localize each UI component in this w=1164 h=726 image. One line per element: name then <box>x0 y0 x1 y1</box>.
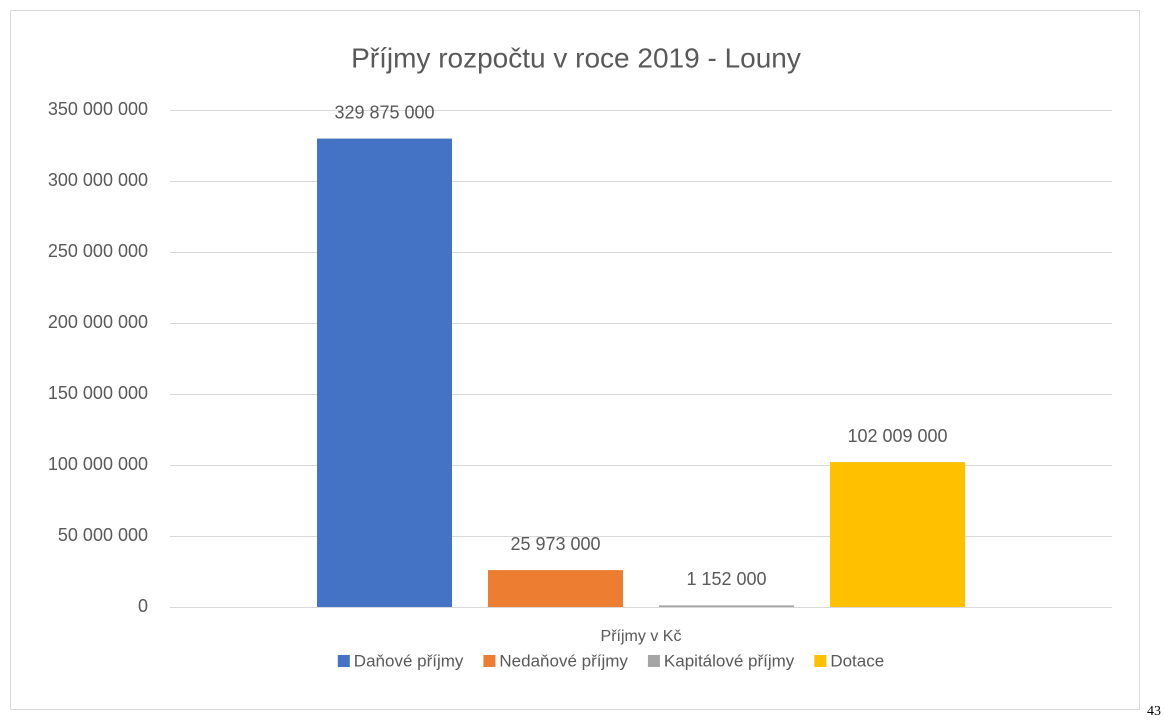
legend-swatch <box>337 655 350 667</box>
y-tick-label: 100 000 000 <box>48 454 148 474</box>
y-tick-label: 350 000 000 <box>48 99 148 119</box>
data-label: 329 875 000 <box>334 102 434 122</box>
chart-title: Příjmy rozpočtu v roce 2019 - Louny <box>351 42 801 73</box>
x-tick-label: Příjmy v Kč <box>601 628 682 645</box>
bar <box>830 462 965 607</box>
y-tick-label: 200 000 000 <box>48 312 148 332</box>
data-label: 25 973 000 <box>510 534 600 554</box>
y-tick-label: 0 <box>138 596 148 616</box>
data-label: 1 152 000 <box>686 569 766 589</box>
y-tick-label: 150 000 000 <box>48 383 148 403</box>
legend-swatch <box>483 655 496 667</box>
bar <box>317 138 452 607</box>
bar <box>488 570 623 607</box>
legend-label: Nedaňové příjmy <box>499 651 628 670</box>
y-tick-label: 300 000 000 <box>48 170 148 190</box>
legend-swatch <box>647 655 660 667</box>
page-number: 43 <box>1147 704 1161 719</box>
legend-label: Kapitálové příjmy <box>664 651 795 670</box>
y-tick-label: 50 000 000 <box>58 525 148 545</box>
y-tick-label: 250 000 000 <box>48 241 148 261</box>
legend-label: Dotace <box>830 651 884 670</box>
bar <box>659 605 794 607</box>
legend-label: Daňové příjmy <box>354 651 464 670</box>
data-label: 102 009 000 <box>847 426 947 446</box>
legend-swatch <box>814 655 827 667</box>
